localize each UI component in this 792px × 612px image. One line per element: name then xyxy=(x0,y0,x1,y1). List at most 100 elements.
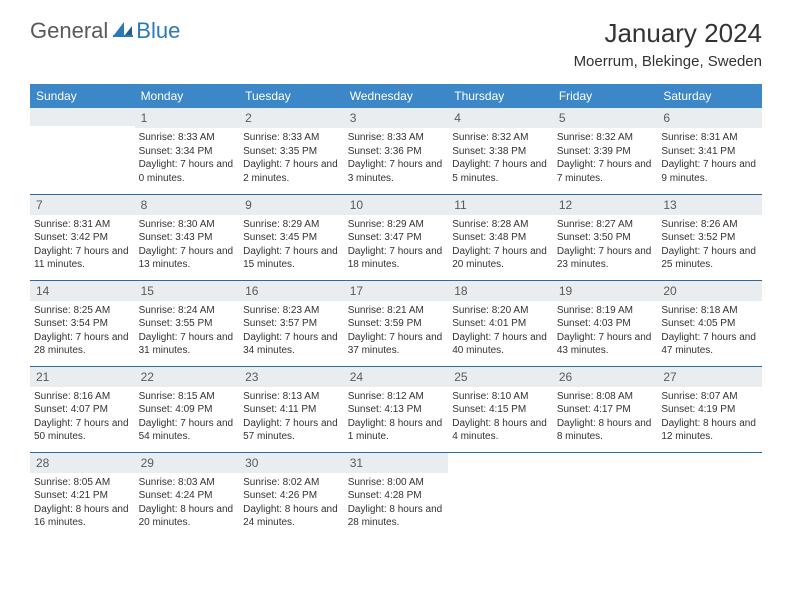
sunset-text: Sunset: 3:39 PM xyxy=(557,145,654,159)
day-body: Sunrise: 8:28 AMSunset: 3:48 PMDaylight:… xyxy=(448,215,553,276)
daylight-text: Daylight: 8 hours and 8 minutes. xyxy=(557,417,654,444)
daylight-text: Daylight: 7 hours and 20 minutes. xyxy=(452,245,549,272)
calendar-cell: 13Sunrise: 8:26 AMSunset: 3:52 PMDayligh… xyxy=(657,194,762,280)
calendar-cell: 15Sunrise: 8:24 AMSunset: 3:55 PMDayligh… xyxy=(135,280,240,366)
sunset-text: Sunset: 3:42 PM xyxy=(34,231,131,245)
calendar-row: 14Sunrise: 8:25 AMSunset: 3:54 PMDayligh… xyxy=(30,280,762,366)
day-header: Sunday xyxy=(30,84,135,108)
calendar-head: SundayMondayTuesdayWednesdayThursdayFrid… xyxy=(30,84,762,108)
day-body: Sunrise: 8:10 AMSunset: 4:15 PMDaylight:… xyxy=(448,387,553,448)
day-body: Sunrise: 8:15 AMSunset: 4:09 PMDaylight:… xyxy=(135,387,240,448)
calendar-cell: 16Sunrise: 8:23 AMSunset: 3:57 PMDayligh… xyxy=(239,280,344,366)
sunset-text: Sunset: 4:13 PM xyxy=(348,403,445,417)
day-body: Sunrise: 8:05 AMSunset: 4:21 PMDaylight:… xyxy=(30,473,135,534)
day-number: 21 xyxy=(30,367,135,387)
calendar-body: 1Sunrise: 8:33 AMSunset: 3:34 PMDaylight… xyxy=(30,108,762,538)
sunset-text: Sunset: 3:38 PM xyxy=(452,145,549,159)
calendar-cell: 17Sunrise: 8:21 AMSunset: 3:59 PMDayligh… xyxy=(344,280,449,366)
sunrise-text: Sunrise: 8:20 AM xyxy=(452,304,549,318)
calendar-cell: 27Sunrise: 8:07 AMSunset: 4:19 PMDayligh… xyxy=(657,366,762,452)
sunset-text: Sunset: 4:19 PM xyxy=(661,403,758,417)
day-number: 8 xyxy=(135,195,240,215)
day-body: Sunrise: 8:32 AMSunset: 3:38 PMDaylight:… xyxy=(448,128,553,189)
day-body: Sunrise: 8:25 AMSunset: 3:54 PMDaylight:… xyxy=(30,301,135,362)
sunset-text: Sunset: 4:21 PM xyxy=(34,489,131,503)
calendar-cell: 14Sunrise: 8:25 AMSunset: 3:54 PMDayligh… xyxy=(30,280,135,366)
sunset-text: Sunset: 3:57 PM xyxy=(243,317,340,331)
sunset-text: Sunset: 3:35 PM xyxy=(243,145,340,159)
logo: General Blue xyxy=(30,18,180,44)
day-body: Sunrise: 8:27 AMSunset: 3:50 PMDaylight:… xyxy=(553,215,658,276)
day-body: Sunrise: 8:08 AMSunset: 4:17 PMDaylight:… xyxy=(553,387,658,448)
day-number: 19 xyxy=(553,281,658,301)
daylight-text: Daylight: 7 hours and 2 minutes. xyxy=(243,158,340,185)
sunset-text: Sunset: 3:41 PM xyxy=(661,145,758,159)
day-body: Sunrise: 8:21 AMSunset: 3:59 PMDaylight:… xyxy=(344,301,449,362)
sunrise-text: Sunrise: 8:15 AM xyxy=(139,390,236,404)
daylight-text: Daylight: 7 hours and 7 minutes. xyxy=(557,158,654,185)
daylight-text: Daylight: 7 hours and 25 minutes. xyxy=(661,245,758,272)
day-number: 15 xyxy=(135,281,240,301)
day-number: 1 xyxy=(135,108,240,128)
day-header: Thursday xyxy=(448,84,553,108)
sunset-text: Sunset: 3:55 PM xyxy=(139,317,236,331)
day-number: 12 xyxy=(553,195,658,215)
day-body: Sunrise: 8:29 AMSunset: 3:45 PMDaylight:… xyxy=(239,215,344,276)
sunrise-text: Sunrise: 8:33 AM xyxy=(139,131,236,145)
calendar-cell: 10Sunrise: 8:29 AMSunset: 3:47 PMDayligh… xyxy=(344,194,449,280)
day-body: Sunrise: 8:33 AMSunset: 3:36 PMDaylight:… xyxy=(344,128,449,189)
calendar-row: 1Sunrise: 8:33 AMSunset: 3:34 PMDaylight… xyxy=(30,108,762,194)
sunrise-text: Sunrise: 8:02 AM xyxy=(243,476,340,490)
sunrise-text: Sunrise: 8:29 AM xyxy=(348,218,445,232)
calendar-cell: 19Sunrise: 8:19 AMSunset: 4:03 PMDayligh… xyxy=(553,280,658,366)
sunrise-text: Sunrise: 8:18 AM xyxy=(661,304,758,318)
calendar-cell: 29Sunrise: 8:03 AMSunset: 4:24 PMDayligh… xyxy=(135,452,240,538)
day-number: 23 xyxy=(239,367,344,387)
calendar-cell: 6Sunrise: 8:31 AMSunset: 3:41 PMDaylight… xyxy=(657,108,762,194)
day-body: Sunrise: 8:26 AMSunset: 3:52 PMDaylight:… xyxy=(657,215,762,276)
day-body: Sunrise: 8:16 AMSunset: 4:07 PMDaylight:… xyxy=(30,387,135,448)
calendar-cell: 31Sunrise: 8:00 AMSunset: 4:28 PMDayligh… xyxy=(344,452,449,538)
calendar-cell: 8Sunrise: 8:30 AMSunset: 3:43 PMDaylight… xyxy=(135,194,240,280)
calendar-cell: 18Sunrise: 8:20 AMSunset: 4:01 PMDayligh… xyxy=(448,280,553,366)
daylight-text: Daylight: 8 hours and 12 minutes. xyxy=(661,417,758,444)
sunset-text: Sunset: 3:36 PM xyxy=(348,145,445,159)
daylight-text: Daylight: 7 hours and 50 minutes. xyxy=(34,417,131,444)
calendar-cell: 9Sunrise: 8:29 AMSunset: 3:45 PMDaylight… xyxy=(239,194,344,280)
day-number: 11 xyxy=(448,195,553,215)
day-number: 14 xyxy=(30,281,135,301)
sunset-text: Sunset: 3:45 PM xyxy=(243,231,340,245)
day-header: Monday xyxy=(135,84,240,108)
calendar-cell: 11Sunrise: 8:28 AMSunset: 3:48 PMDayligh… xyxy=(448,194,553,280)
day-body: Sunrise: 8:24 AMSunset: 3:55 PMDaylight:… xyxy=(135,301,240,362)
day-body: Sunrise: 8:07 AMSunset: 4:19 PMDaylight:… xyxy=(657,387,762,448)
day-body: Sunrise: 8:23 AMSunset: 3:57 PMDaylight:… xyxy=(239,301,344,362)
sunset-text: Sunset: 3:52 PM xyxy=(661,231,758,245)
daylight-text: Daylight: 7 hours and 54 minutes. xyxy=(139,417,236,444)
day-number: 30 xyxy=(239,453,344,473)
sunset-text: Sunset: 3:34 PM xyxy=(139,145,236,159)
day-number: 13 xyxy=(657,195,762,215)
daylight-text: Daylight: 8 hours and 1 minute. xyxy=(348,417,445,444)
sunset-text: Sunset: 4:07 PM xyxy=(34,403,131,417)
sunrise-text: Sunrise: 8:29 AM xyxy=(243,218,340,232)
day-number: 17 xyxy=(344,281,449,301)
daylight-text: Daylight: 7 hours and 40 minutes. xyxy=(452,331,549,358)
sunrise-text: Sunrise: 8:12 AM xyxy=(348,390,445,404)
title-block: January 2024 Moerrum, Blekinge, Sweden xyxy=(574,18,762,70)
calendar-cell: 21Sunrise: 8:16 AMSunset: 4:07 PMDayligh… xyxy=(30,366,135,452)
daylight-text: Daylight: 7 hours and 18 minutes. xyxy=(348,245,445,272)
day-body: Sunrise: 8:30 AMSunset: 3:43 PMDaylight:… xyxy=(135,215,240,276)
sunrise-text: Sunrise: 8:33 AM xyxy=(348,131,445,145)
sunset-text: Sunset: 3:54 PM xyxy=(34,317,131,331)
sunset-text: Sunset: 3:43 PM xyxy=(139,231,236,245)
day-number: 28 xyxy=(30,453,135,473)
daylight-text: Daylight: 7 hours and 0 minutes. xyxy=(139,158,236,185)
sunrise-text: Sunrise: 8:31 AM xyxy=(661,131,758,145)
sunrise-text: Sunrise: 8:19 AM xyxy=(557,304,654,318)
day-header: Friday xyxy=(553,84,658,108)
sunrise-text: Sunrise: 8:03 AM xyxy=(139,476,236,490)
header: General Blue January 2024 Moerrum, Bleki… xyxy=(0,0,792,78)
sunrise-text: Sunrise: 8:21 AM xyxy=(348,304,445,318)
daylight-text: Daylight: 7 hours and 3 minutes. xyxy=(348,158,445,185)
